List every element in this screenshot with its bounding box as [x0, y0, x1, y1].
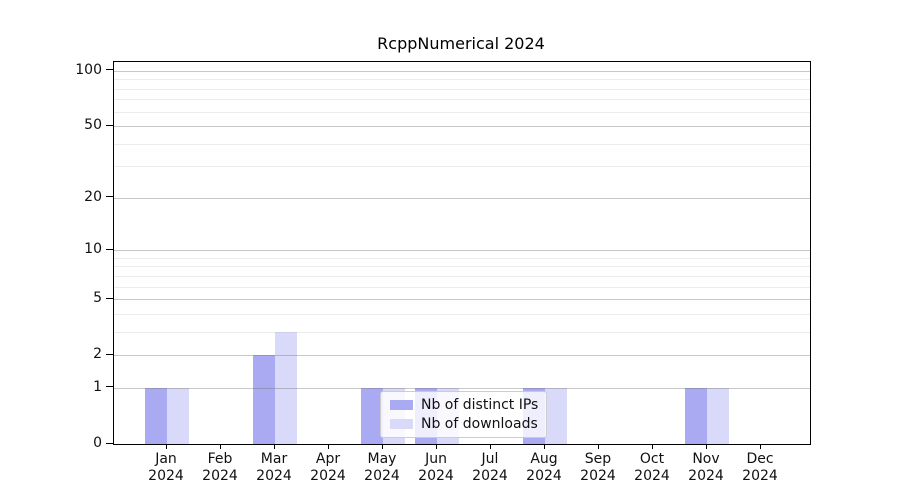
gridline-minor-4	[114, 313, 810, 315]
y-axis-tick-label-20: 20	[84, 188, 102, 205]
gridline-minor-30	[114, 166, 810, 168]
x-axis-tick-may-2024	[381, 444, 383, 449]
y-axis-tick-label-10: 10	[84, 241, 102, 258]
bar-distinct-ips-nov-2024	[685, 387, 707, 444]
y-axis-tick-10	[106, 248, 113, 250]
y-axis-tick-20	[106, 196, 113, 198]
x-axis-tick-oct-2024	[651, 444, 653, 449]
gridline-minor-90	[114, 79, 810, 81]
x-axis-tick-jun-2024	[435, 444, 437, 449]
x-axis-tick-label-aug-2024: Aug 2024	[526, 451, 562, 484]
x-axis-tick-jul-2024	[489, 444, 491, 449]
x-axis-tick-feb-2024	[219, 444, 221, 449]
legend-label-distinct-ips: Nb of distinct IPs	[421, 397, 539, 413]
x-axis-tick-label-oct-2024: Oct 2024	[634, 451, 670, 484]
gridline-minor-8	[114, 266, 810, 268]
y-axis-tick-50	[106, 124, 113, 126]
gridline-minor-3	[114, 331, 810, 333]
x-axis-tick-jan-2024	[165, 444, 167, 449]
y-axis-tick-1	[106, 386, 113, 388]
y-axis-tick-0	[106, 442, 113, 444]
x-axis-tick-label-dec-2024: Dec 2024	[742, 451, 778, 484]
x-axis-tick-label-jan-2024: Jan 2024	[148, 451, 184, 484]
x-axis-tick-label-nov-2024: Nov 2024	[688, 451, 724, 484]
legend-swatch-downloads-icon	[390, 419, 413, 429]
bar-downloads-jan-2024	[167, 387, 189, 444]
bar-distinct-ips-may-2024	[361, 387, 383, 444]
x-axis-tick-label-jul-2024: Jul 2024	[472, 451, 508, 484]
gridline-minor-70	[114, 99, 810, 101]
gridline-major-10	[114, 250, 810, 252]
x-axis-tick-mar-2024	[273, 444, 275, 449]
y-axis-tick-100	[106, 69, 113, 71]
gridline-major-100	[114, 70, 810, 72]
bar-distinct-ips-jan-2024	[145, 387, 167, 444]
x-axis-tick-label-apr-2024: Apr 2024	[310, 451, 346, 484]
gridline-major-20	[114, 197, 810, 199]
legend-item-distinct-ips: Nb of distinct IPs	[390, 397, 540, 413]
y-axis-tick-label-5: 5	[93, 290, 102, 307]
x-axis-tick-label-may-2024: May 2024	[364, 451, 400, 484]
bar-downloads-mar-2024	[275, 331, 297, 444]
bar-downloads-aug-2024	[545, 387, 567, 444]
x-axis-tick-label-jun-2024: Jun 2024	[418, 451, 454, 484]
bar-distinct-ips-mar-2024	[253, 355, 275, 444]
y-axis-tick-5	[106, 297, 113, 299]
x-axis-tick-apr-2024	[327, 444, 329, 449]
legend-item-downloads: Nb of downloads	[390, 416, 540, 432]
y-axis-tick-label-2: 2	[93, 346, 102, 363]
gridline-minor-40	[114, 143, 810, 145]
gridline-major-2	[114, 355, 810, 357]
y-axis-tick-label-50: 50	[84, 117, 102, 134]
gridline-major-50	[114, 126, 810, 128]
legend: Nb of distinct IPs Nb of downloads	[380, 391, 547, 438]
plot-area	[113, 61, 811, 445]
y-axis-tick-label-0: 0	[93, 435, 102, 451]
gridline-minor-80	[114, 88, 810, 90]
bar-downloads-nov-2024	[707, 387, 729, 444]
y-axis-tick-2	[106, 353, 113, 355]
x-axis-tick-aug-2024	[543, 444, 545, 449]
legend-swatch-distinct-ips-icon	[390, 400, 413, 410]
gridline-major-5	[114, 299, 810, 301]
y-axis-tick-label-1: 1	[93, 378, 102, 395]
gridline-major-1	[114, 387, 810, 389]
gridline-minor-7	[114, 275, 810, 277]
chart-title: RcppNumerical 2024	[377, 34, 545, 53]
x-axis-tick-sep-2024	[597, 444, 599, 449]
gridline-minor-6	[114, 286, 810, 288]
y-axis-tick-label-100: 100	[75, 61, 102, 78]
legend-label-downloads: Nb of downloads	[421, 416, 538, 432]
x-axis-tick-label-mar-2024: Mar 2024	[256, 451, 292, 484]
x-axis-tick-nov-2024	[705, 444, 707, 449]
gridline-minor-60	[114, 111, 810, 113]
x-axis-tick-dec-2024	[759, 444, 761, 449]
x-axis-tick-label-sep-2024: Sep 2024	[580, 451, 616, 484]
x-axis-tick-label-feb-2024: Feb 2024	[202, 451, 238, 484]
gridline-minor-9	[114, 257, 810, 259]
